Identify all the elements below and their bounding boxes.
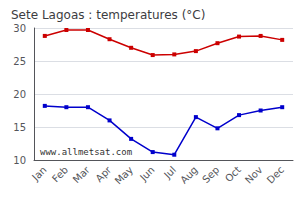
svg-text:30: 30	[13, 23, 26, 34]
svg-text:Feb: Feb	[50, 164, 70, 184]
svg-text:Oct: Oct	[223, 164, 243, 184]
svg-text:Sep: Sep	[200, 164, 221, 185]
svg-text:www.allmetsat.com: www.allmetsat.com	[40, 147, 132, 157]
svg-text:10: 10	[13, 155, 26, 166]
svg-text:Mar: Mar	[71, 163, 93, 185]
svg-text:15: 15	[13, 122, 26, 133]
svg-text:Jan: Jan	[29, 164, 48, 183]
svg-text:Apr: Apr	[93, 163, 114, 184]
svg-text:25: 25	[13, 56, 26, 67]
svg-text:Aug: Aug	[178, 164, 200, 186]
svg-text:Nov: Nov	[243, 164, 265, 186]
svg-text:May: May	[113, 164, 135, 186]
svg-text:Jul: Jul	[161, 164, 178, 181]
svg-text:20: 20	[13, 89, 26, 100]
svg-text:Sete Lagoas : temperatures (°C: Sete Lagoas : temperatures (°C)	[11, 8, 205, 22]
svg-text:Jun: Jun	[137, 164, 157, 184]
svg-text:Dec: Dec	[265, 164, 286, 185]
